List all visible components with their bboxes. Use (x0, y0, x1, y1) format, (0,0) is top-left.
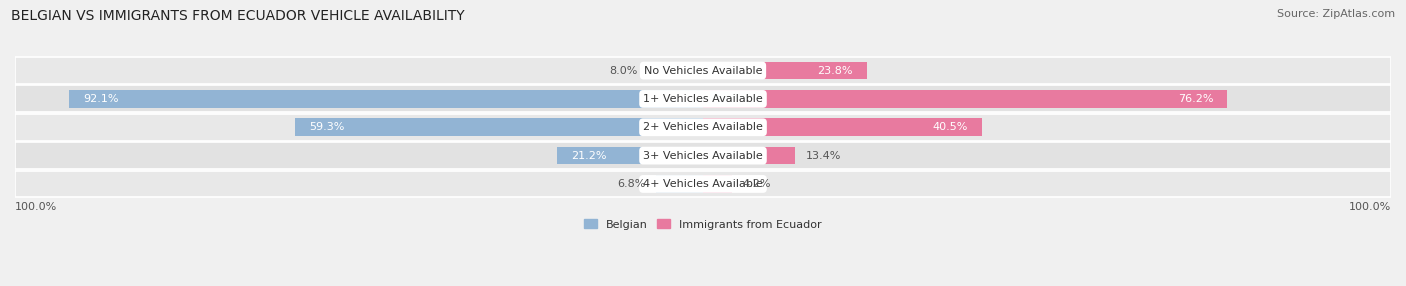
Text: 59.3%: 59.3% (309, 122, 344, 132)
Text: 13.4%: 13.4% (806, 151, 841, 161)
Text: 92.1%: 92.1% (83, 94, 118, 104)
Text: 100.0%: 100.0% (15, 202, 58, 212)
Bar (703, 90, 1227, 108)
Bar (703, 175, 733, 193)
Text: BELGIAN VS IMMIGRANTS FROM ECUADOR VEHICLE AVAILABILITY: BELGIAN VS IMMIGRANTS FROM ECUADOR VEHIC… (11, 9, 465, 23)
Text: 76.2%: 76.2% (1178, 94, 1213, 104)
Text: No Vehicles Available: No Vehicles Available (644, 65, 762, 76)
Bar (648, 62, 703, 80)
Bar (703, 118, 981, 136)
Bar (295, 118, 703, 136)
Bar (557, 147, 703, 164)
Text: 8.0%: 8.0% (609, 65, 638, 76)
Bar (15, 57, 1391, 84)
Bar (703, 62, 866, 80)
Bar (15, 142, 1391, 169)
Text: 21.2%: 21.2% (571, 151, 606, 161)
Bar (703, 147, 796, 164)
Bar (15, 86, 1391, 112)
Text: 3+ Vehicles Available: 3+ Vehicles Available (643, 151, 763, 161)
Text: 23.8%: 23.8% (817, 65, 853, 76)
Text: 4.2%: 4.2% (742, 179, 770, 189)
Text: 2+ Vehicles Available: 2+ Vehicles Available (643, 122, 763, 132)
Text: 100.0%: 100.0% (1348, 202, 1391, 212)
Bar (15, 114, 1391, 141)
Bar (69, 90, 703, 108)
Text: 4+ Vehicles Available: 4+ Vehicles Available (643, 179, 763, 189)
Text: 1+ Vehicles Available: 1+ Vehicles Available (643, 94, 763, 104)
Legend: Belgian, Immigrants from Ecuador: Belgian, Immigrants from Ecuador (579, 214, 827, 234)
Text: 6.8%: 6.8% (617, 179, 645, 189)
Bar (657, 175, 703, 193)
Text: Source: ZipAtlas.com: Source: ZipAtlas.com (1277, 9, 1395, 19)
Text: 40.5%: 40.5% (932, 122, 967, 132)
Bar (15, 170, 1391, 197)
